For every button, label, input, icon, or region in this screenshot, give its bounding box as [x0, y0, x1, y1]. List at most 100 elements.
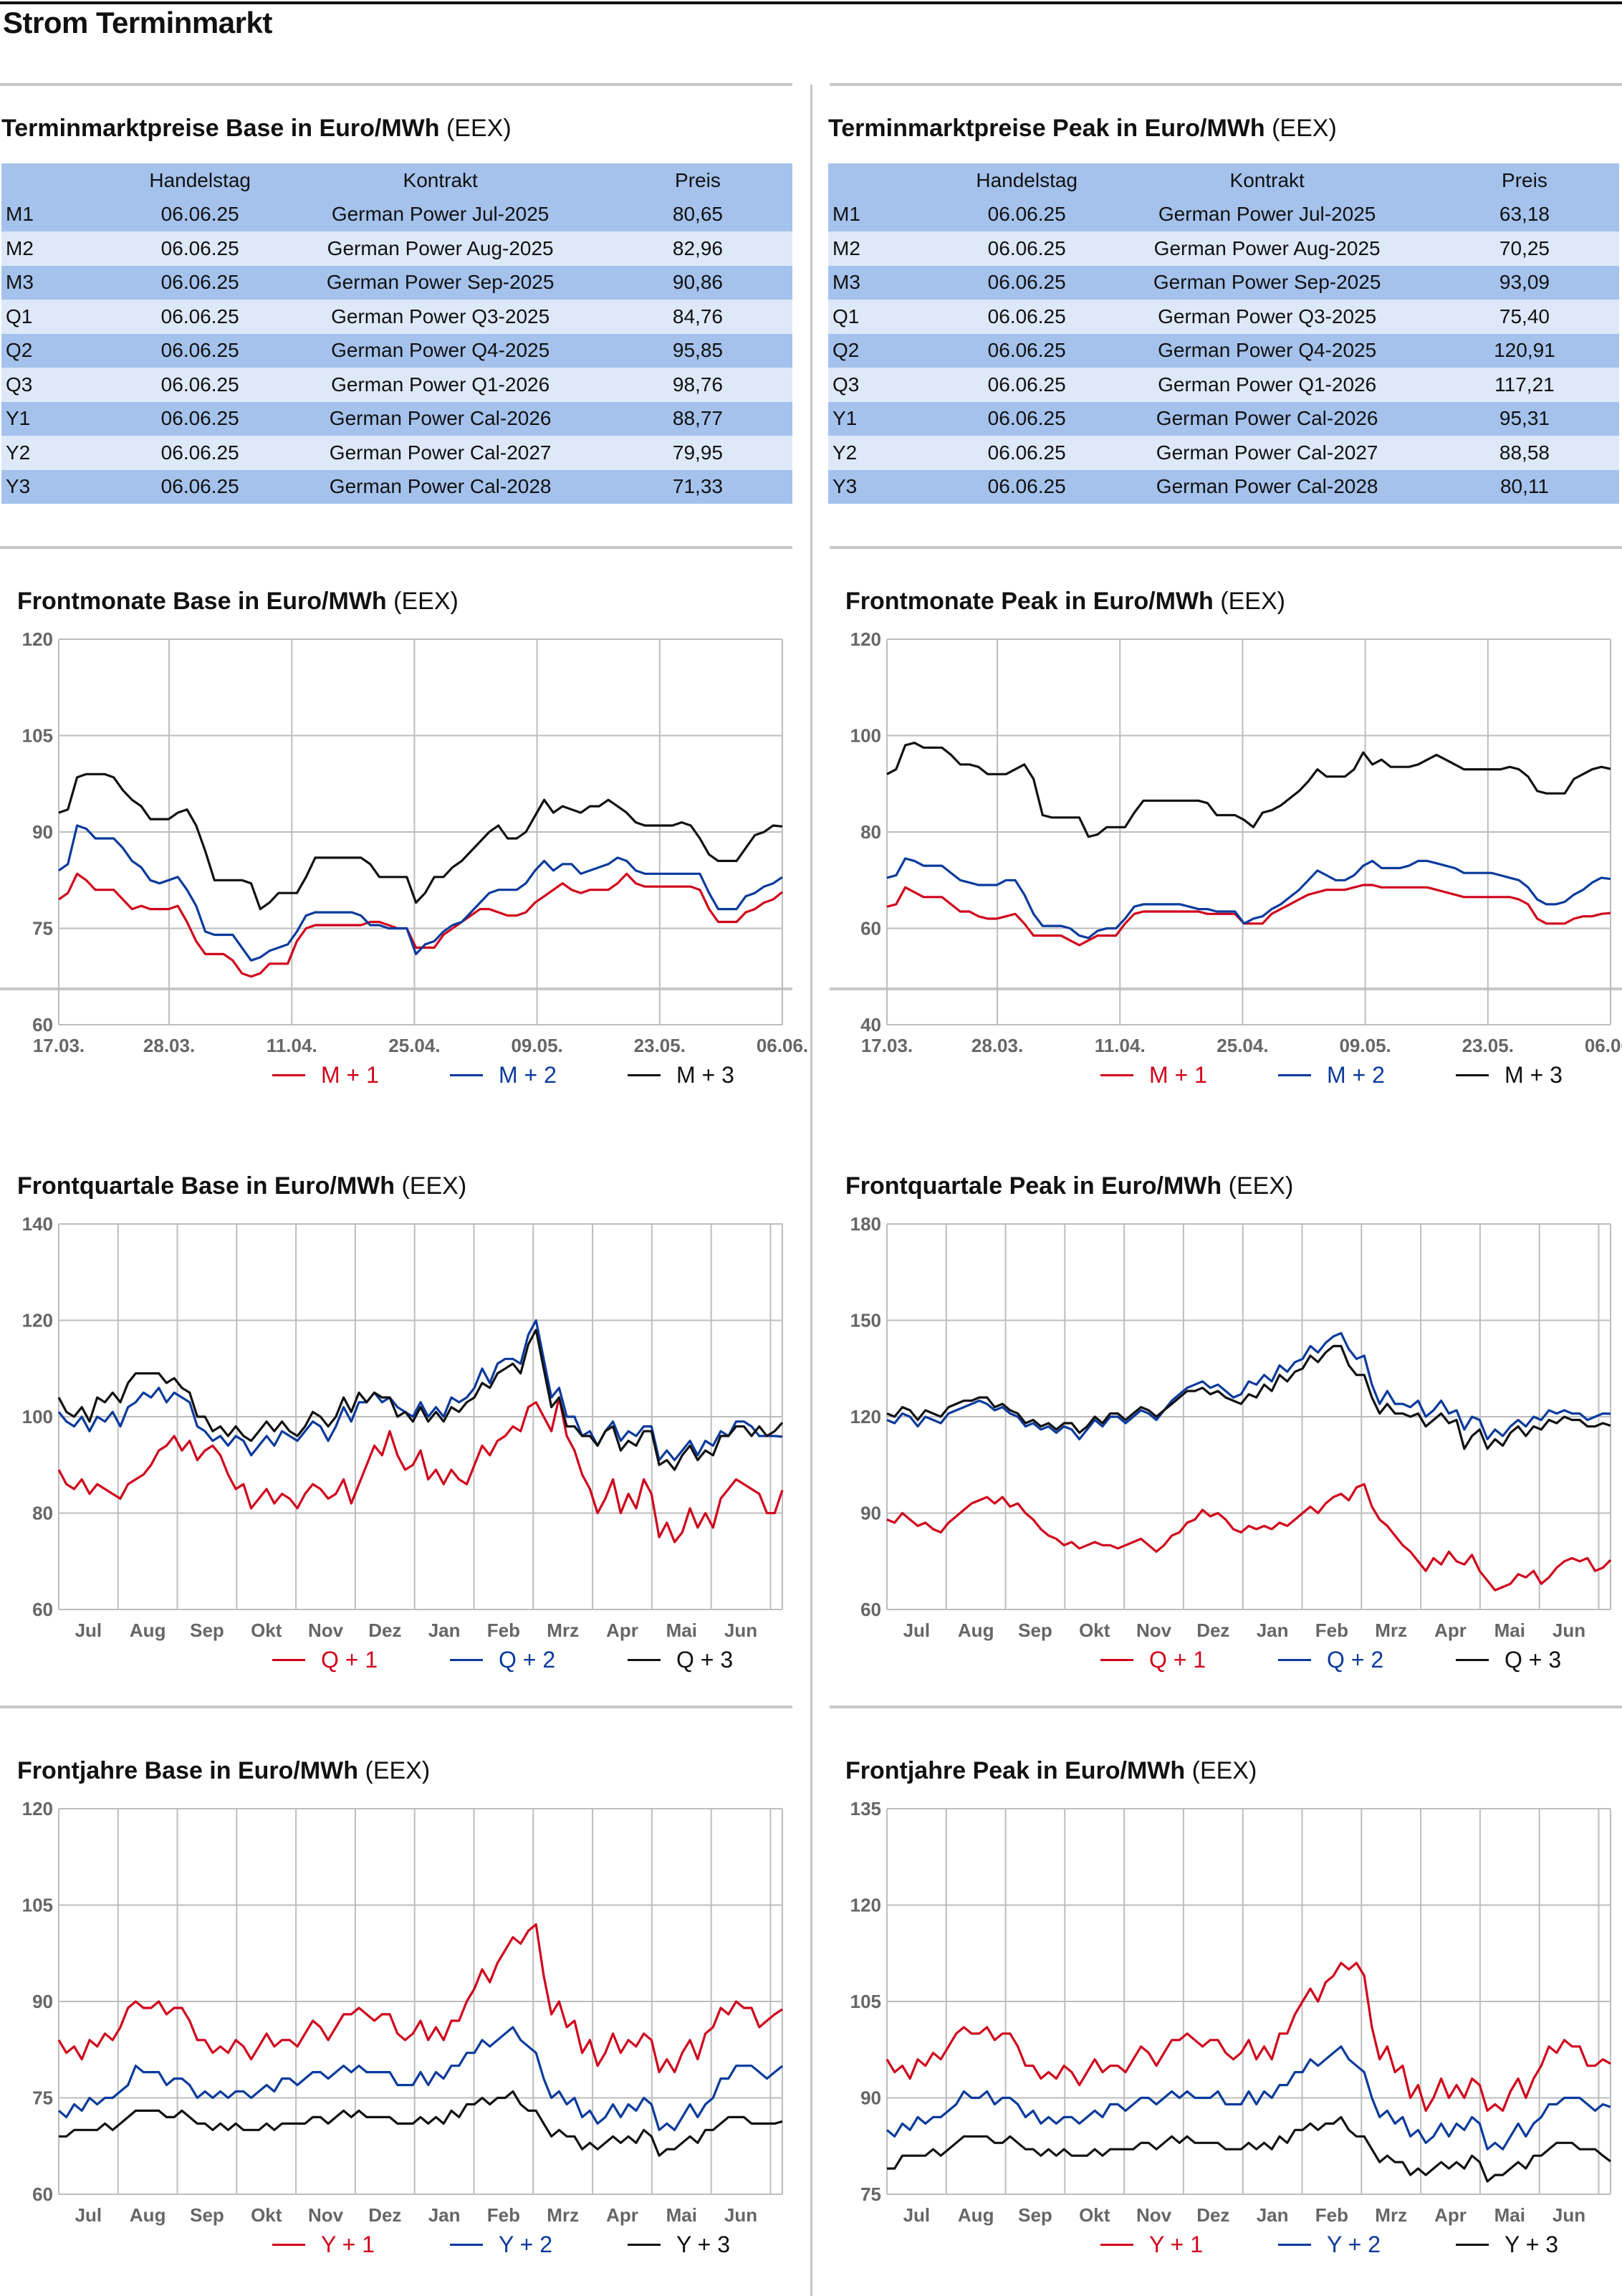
chart-title: Frontmonate Peak in Euro/MWh (EEX): [845, 588, 1285, 616]
y-tick-label: 60: [32, 1014, 53, 1035]
x-tick-label: Mrz: [1375, 2204, 1407, 2226]
legend-label: M + 3: [1505, 1062, 1563, 1088]
chart-title: Frontquartale Peak in Euro/MWh (EEX): [845, 1172, 1293, 1200]
x-tick-label: Nov: [308, 1620, 344, 1641]
contract-name: German Power Cal-2027: [1156, 441, 1378, 464]
legend-swatch: [272, 1659, 305, 1661]
chart-plot: 60 80 100 120 140 Jul Aug Sep Okt Nov Dez Jan Feb Mrz…: [22, 1213, 784, 1641]
x-tick-label: Jun: [1553, 1620, 1585, 1641]
y-tick-label: 150: [850, 1310, 881, 1331]
column-header: Preis: [675, 168, 721, 191]
series-line-1: [886, 884, 1611, 947]
x-tick-label: Jan: [428, 2204, 461, 2226]
contract-name: German Power Sep-2025: [326, 271, 555, 294]
table-row: Y1 06.06.25 German Power Cal-2026 95,31: [828, 401, 1619, 436]
table-row: Y2 06.06.25 German Power Cal-2027 79,95: [1, 436, 792, 470]
table-row: Q3 06.06.25 German Power Q1-2026 117,21: [828, 368, 1619, 402]
x-tick-label: Jan: [428, 1620, 461, 1641]
trading-day: 06.06.25: [987, 271, 1066, 294]
x-tick-label: Mrz: [1375, 1620, 1407, 1641]
table-row: M2 06.06.25 German Power Aug-2025 70,25: [828, 231, 1619, 266]
x-tick-label: 17.03.: [33, 1035, 85, 1056]
x-tick-label: 25.04.: [388, 1035, 440, 1056]
series-line-2: [57, 1319, 783, 1462]
chart-title-main: Frontjahre Peak in Euro/MWh: [845, 1757, 1186, 1784]
y-tick-label: 60: [32, 1599, 53, 1620]
x-tick-label: Nov: [308, 2204, 344, 2226]
y-tick-label: 180: [850, 1213, 881, 1235]
chart-plot: 40 60 80 100 120 17.03. 28.03. 11.04. 25.04. 09.0…: [850, 628, 1622, 1056]
series-line-3: [58, 772, 783, 911]
chart-title: Frontmonate Base in Euro/MWh (EEX): [17, 588, 459, 616]
y-tick-label: 120: [22, 628, 53, 650]
x-tick-label: 23.05.: [1462, 1035, 1514, 1056]
chart-legend: M + 1 M + 2 M + 3: [828, 1062, 1622, 1091]
table-row: Y3 06.06.25 German Power Cal-2028 80,11: [828, 469, 1619, 504]
table-row: Q2 06.06.25 German Power Q4-2025 120,91: [828, 333, 1619, 368]
contract-code: Y3: [6, 475, 31, 498]
legend-label: M + 1: [321, 1062, 379, 1088]
x-tick-label: Jun: [724, 1620, 757, 1641]
x-tick-label: Feb: [487, 2204, 520, 2226]
divider: [0, 987, 792, 990]
contract-name: German Power Q1-2026: [1158, 373, 1377, 396]
x-tick-label: Dez: [368, 2204, 401, 2226]
trading-day: 06.06.25: [987, 236, 1066, 259]
column-divider: [810, 85, 812, 2296]
series-line-2: [57, 2026, 783, 2131]
legend-swatch: [450, 1659, 483, 1661]
chart-title-source: (EEX): [365, 1757, 431, 1784]
legend-label: M + 2: [499, 1062, 557, 1088]
trading-day: 06.06.25: [987, 339, 1066, 362]
x-tick-label: 06.06.: [757, 1035, 808, 1056]
price: 93,09: [1499, 271, 1550, 294]
series-line-2: [886, 1331, 1611, 1440]
page-title: Strom Terminmarkt: [3, 6, 272, 39]
x-tick-label: Okt: [251, 1620, 282, 1641]
legend-item: Y + 1: [272, 2232, 375, 2258]
contract-code: M3: [6, 271, 34, 294]
contract-name: German Power Cal-2028: [329, 475, 552, 498]
y-tick-label: 100: [22, 1406, 53, 1427]
table-header-row: Handelstag Kontrakt Preis: [828, 163, 1619, 198]
table-title: Terminmarktpreise Peak in Euro/MWh (EEX): [828, 115, 1337, 143]
y-tick-label: 75: [32, 2087, 53, 2109]
chart-title-source: (EEX): [1220, 588, 1285, 615]
divider: [0, 83, 792, 86]
trading-day: 06.06.25: [987, 373, 1066, 396]
legend-item: Q + 3: [1456, 1647, 1561, 1673]
x-tick-label: Mai: [1494, 1620, 1525, 1641]
price: 79,95: [672, 441, 723, 464]
x-tick-label: Okt: [1079, 2204, 1110, 2226]
chart-legend: Q + 1 Q + 2 Q + 3: [0, 1647, 794, 1675]
table-row: M1 06.06.25 German Power Jul-2025 63,18: [828, 197, 1619, 231]
trading-day: 06.06.25: [987, 203, 1066, 226]
line-chart: Frontmonate Peak in Euro/MWh (EEX) 40 60 80…: [828, 588, 1622, 1118]
x-tick-label: Sep: [190, 2204, 224, 2226]
legend-item: Y + 3: [1456, 2232, 1558, 2258]
contract-name: German Power Sep-2025: [1153, 271, 1381, 294]
contract-name: German Power Cal-2026: [1156, 407, 1378, 430]
column-header: Handelstag: [976, 168, 1078, 191]
chart-title-main: Frontquartale Peak in Euro/MWh: [845, 1172, 1222, 1200]
contract-name: German Power Cal-2027: [329, 441, 552, 464]
series-line-2: [886, 2045, 1611, 2151]
price: 98,76: [672, 373, 723, 396]
column-header: Preis: [1502, 168, 1547, 191]
contract-name: German Power Q4-2025: [1158, 339, 1377, 362]
legend-item: Q + 2: [450, 1647, 555, 1673]
x-tick-label: 09.05.: [1339, 1035, 1391, 1056]
price: 80,65: [672, 203, 723, 226]
trading-day: 06.06.25: [160, 339, 239, 362]
x-tick-label: 25.04.: [1216, 1035, 1268, 1056]
contract-name: German Power Q3-2025: [1158, 305, 1377, 327]
x-tick-label: Sep: [1018, 2204, 1052, 2226]
y-tick-label: 100: [850, 725, 881, 747]
legend-label: M + 1: [1149, 1062, 1207, 1088]
y-tick-label: 140: [22, 1213, 53, 1235]
legend-item: M + 1: [1100, 1062, 1207, 1089]
price: 82,96: [672, 236, 723, 259]
title-rule: [0, 1, 1622, 4]
trading-day: 06.06.25: [160, 475, 239, 498]
trading-day: 06.06.25: [160, 203, 239, 226]
